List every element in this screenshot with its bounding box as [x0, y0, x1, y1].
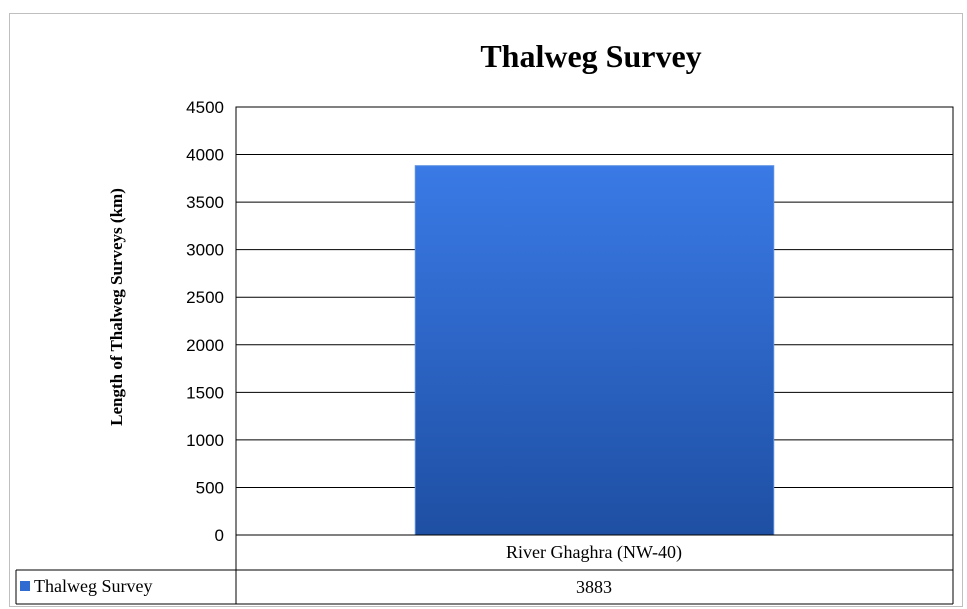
- y-tick-labels: 0 500 1000 1500 2000 2500 3000 3500 4000 4500: [186, 98, 224, 545]
- bar: [414, 165, 775, 536]
- category-label: River Ghaghra (NW-40): [506, 542, 682, 563]
- y-tick-label: 4000: [186, 146, 224, 165]
- plot-area-border: [235, 106, 954, 536]
- data-table-value: 3883: [576, 577, 612, 597]
- y-tick-label: 500: [196, 478, 224, 497]
- y-axis-label: Length of Thalweg Surveys (km): [107, 188, 126, 426]
- y-tick-label: 0: [215, 526, 224, 545]
- y-tick-label: 4500: [186, 98, 224, 117]
- y-tick-label: 1000: [186, 431, 224, 450]
- legend-key: [20, 581, 30, 591]
- y-tick-label: 2000: [186, 336, 224, 355]
- y-tick-label: 2500: [186, 288, 224, 307]
- bars: [414, 165, 775, 536]
- y-tick-label: 3000: [186, 241, 224, 260]
- y-tick-label: 1500: [186, 383, 224, 402]
- legend-series-name: Thalweg Survey: [34, 576, 152, 596]
- y-tick-label: 3500: [186, 193, 224, 212]
- chart-title: Thalweg Survey: [480, 38, 701, 74]
- data-table: River Ghaghra (NW-40) Thalweg Survey 388…: [15, 535, 954, 605]
